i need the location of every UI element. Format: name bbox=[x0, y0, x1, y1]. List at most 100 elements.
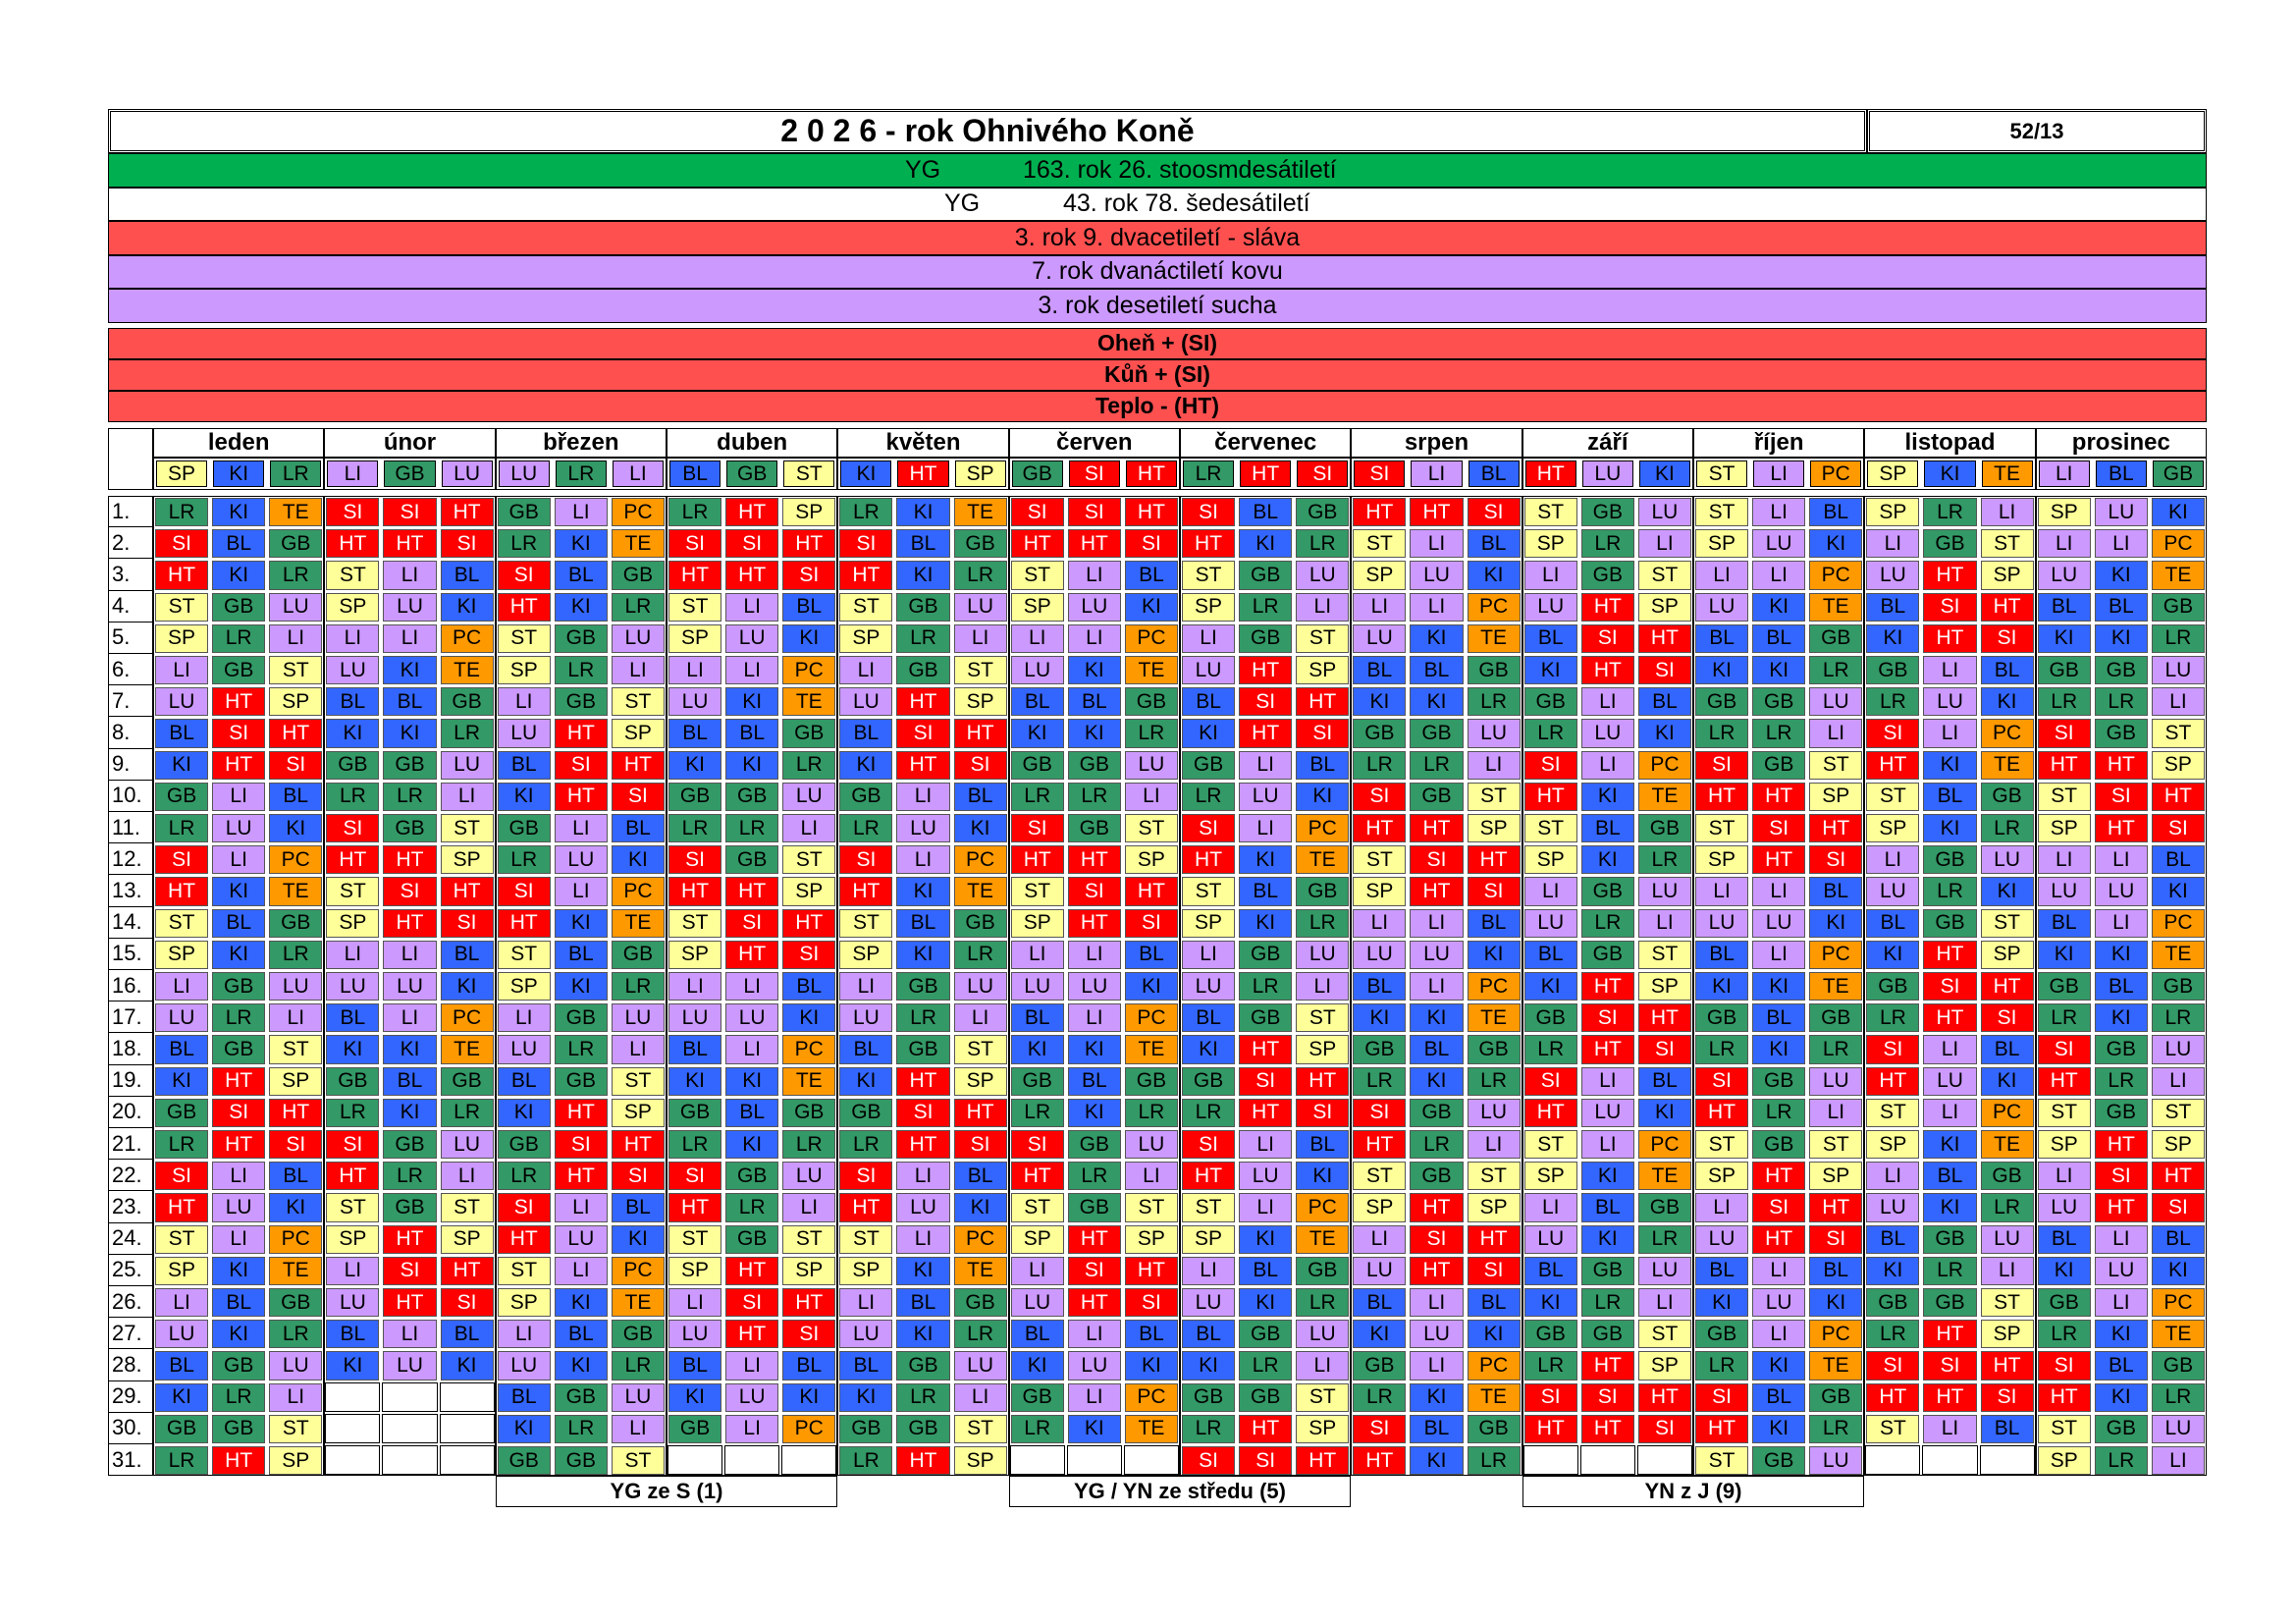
code-cell: SP bbox=[1980, 940, 2034, 969]
code-cell: KI bbox=[554, 529, 608, 559]
code-cell: SP bbox=[440, 1224, 494, 1254]
code-cell: LU bbox=[1809, 1446, 1863, 1476]
code-cell: GB bbox=[1067, 750, 1121, 780]
code-cell: LI bbox=[1695, 877, 1749, 906]
code-cell: LU bbox=[155, 1320, 209, 1349]
code-cell: BL bbox=[1239, 498, 1293, 527]
code-cell: LI bbox=[1353, 1224, 1407, 1254]
day-number: 25. bbox=[108, 1255, 153, 1286]
empty-cell bbox=[1522, 1445, 1578, 1476]
code-cell: LI bbox=[611, 1414, 665, 1443]
code-cell: SP bbox=[1467, 814, 1521, 843]
code-cell: LR bbox=[2094, 1446, 2148, 1476]
code-cell: SI bbox=[1580, 1003, 1634, 1033]
code-cell: SP bbox=[269, 687, 323, 717]
code-cell: ST bbox=[497, 623, 551, 653]
code-cell: BL bbox=[1182, 687, 1236, 717]
day-number: 7. bbox=[108, 685, 153, 718]
code-cell: SI bbox=[1354, 460, 1406, 487]
code-cell: HT bbox=[1637, 1382, 1691, 1412]
code-cell: LR bbox=[1467, 1066, 1521, 1096]
code-cell: ST bbox=[497, 940, 551, 969]
code-cell: HT bbox=[326, 845, 380, 875]
code-cell: LI bbox=[2094, 1224, 2148, 1254]
code-cell: KI bbox=[896, 498, 950, 527]
code-cell: ST bbox=[1010, 561, 1064, 590]
code-cell: HT bbox=[1067, 1224, 1121, 1254]
code-cell: SI bbox=[1297, 460, 1349, 487]
code-cell: SI bbox=[155, 529, 209, 559]
code-cell: LI bbox=[1239, 1193, 1293, 1222]
code-cell: HT bbox=[1296, 1446, 1350, 1476]
empty-cell bbox=[382, 1413, 438, 1443]
code-cell: LI bbox=[2037, 1162, 2091, 1191]
code-cell: LR bbox=[1182, 1414, 1236, 1443]
code-cell: GB bbox=[1353, 1351, 1407, 1380]
code-cell: BL bbox=[1695, 1256, 1749, 1285]
code-cell: KI bbox=[383, 719, 437, 748]
footer-label: YG ze S (1) bbox=[495, 1476, 838, 1508]
code-cell: GB bbox=[1752, 1130, 1806, 1160]
code-cell: GB bbox=[1067, 814, 1121, 843]
code-cell: LU bbox=[2037, 1193, 2091, 1222]
code-cell: LU bbox=[1010, 656, 1064, 685]
code-cell: BL bbox=[1124, 561, 1178, 590]
code-cell: LR bbox=[1695, 1035, 1749, 1064]
month-name: červenec bbox=[1180, 428, 1352, 458]
code-cell: HT bbox=[1695, 782, 1749, 811]
code-cell: GB bbox=[839, 782, 893, 811]
code-cell: BL bbox=[1353, 972, 1407, 1001]
day-number: 4. bbox=[108, 591, 153, 623]
code-cell: LI bbox=[1296, 1351, 1350, 1380]
code-cell: SI bbox=[1353, 1098, 1407, 1127]
code-cell: PC bbox=[1467, 592, 1521, 622]
code-cell: SP bbox=[953, 1066, 1007, 1096]
code-cell: KI bbox=[782, 623, 836, 653]
code-cell: KI bbox=[383, 656, 437, 685]
code-cell: LI bbox=[1067, 1320, 1121, 1349]
code-cell: GB bbox=[1011, 460, 1063, 487]
code-cell: LI bbox=[1580, 750, 1634, 780]
code-cell: HT bbox=[1752, 845, 1806, 875]
code-cell: BL bbox=[212, 1288, 266, 1318]
code-cell: HT bbox=[383, 529, 437, 559]
code-cell: LR bbox=[2151, 623, 2205, 653]
code-cell: KI bbox=[213, 460, 265, 487]
code-cell: HT bbox=[1637, 1003, 1691, 1033]
code-cell: TE bbox=[1467, 1382, 1521, 1412]
code-cell: SP bbox=[1296, 656, 1350, 685]
code-cell: GB bbox=[1980, 1162, 2034, 1191]
code-cell: LR bbox=[212, 623, 266, 653]
code-cell: SI bbox=[1124, 1288, 1178, 1318]
code-cell: ST bbox=[1124, 814, 1178, 843]
code-cell: LU bbox=[554, 1224, 608, 1254]
code-cell: SP bbox=[1296, 1035, 1350, 1064]
code-cell: ST bbox=[611, 1446, 665, 1476]
code-cell: TE bbox=[611, 529, 665, 559]
code-cell: BL bbox=[1353, 656, 1407, 685]
code-cell: SI bbox=[1239, 1446, 1293, 1476]
code-cell: LU bbox=[440, 750, 494, 780]
code-cell: LU bbox=[611, 1003, 665, 1033]
code-cell: SI bbox=[2037, 719, 2091, 748]
day-number: 1. bbox=[108, 496, 153, 528]
code-cell: LR bbox=[1980, 814, 2034, 843]
code-cell: LI bbox=[1239, 750, 1293, 780]
code-cell: LU bbox=[155, 1003, 209, 1033]
day-number: 26. bbox=[108, 1286, 153, 1319]
code-cell: LU bbox=[1809, 1066, 1863, 1096]
code-cell: PC bbox=[1467, 972, 1521, 1001]
code-cell: LI bbox=[1410, 529, 1464, 559]
code-cell: HT bbox=[1182, 845, 1236, 875]
code-cell: BL bbox=[1923, 1162, 1977, 1191]
code-cell: KI bbox=[1580, 1224, 1634, 1254]
code-cell: LI bbox=[953, 1003, 1007, 1033]
code-cell: LU bbox=[896, 814, 950, 843]
code-cell: BL bbox=[2037, 908, 2091, 938]
month-codes-box bbox=[1864, 458, 2036, 490]
code-cell: GB bbox=[896, 1035, 950, 1064]
code-cell: GB bbox=[326, 1066, 380, 1096]
month-column bbox=[2035, 496, 2207, 1477]
code-cell: ST bbox=[839, 908, 893, 938]
code-cell: KI bbox=[383, 1035, 437, 1064]
